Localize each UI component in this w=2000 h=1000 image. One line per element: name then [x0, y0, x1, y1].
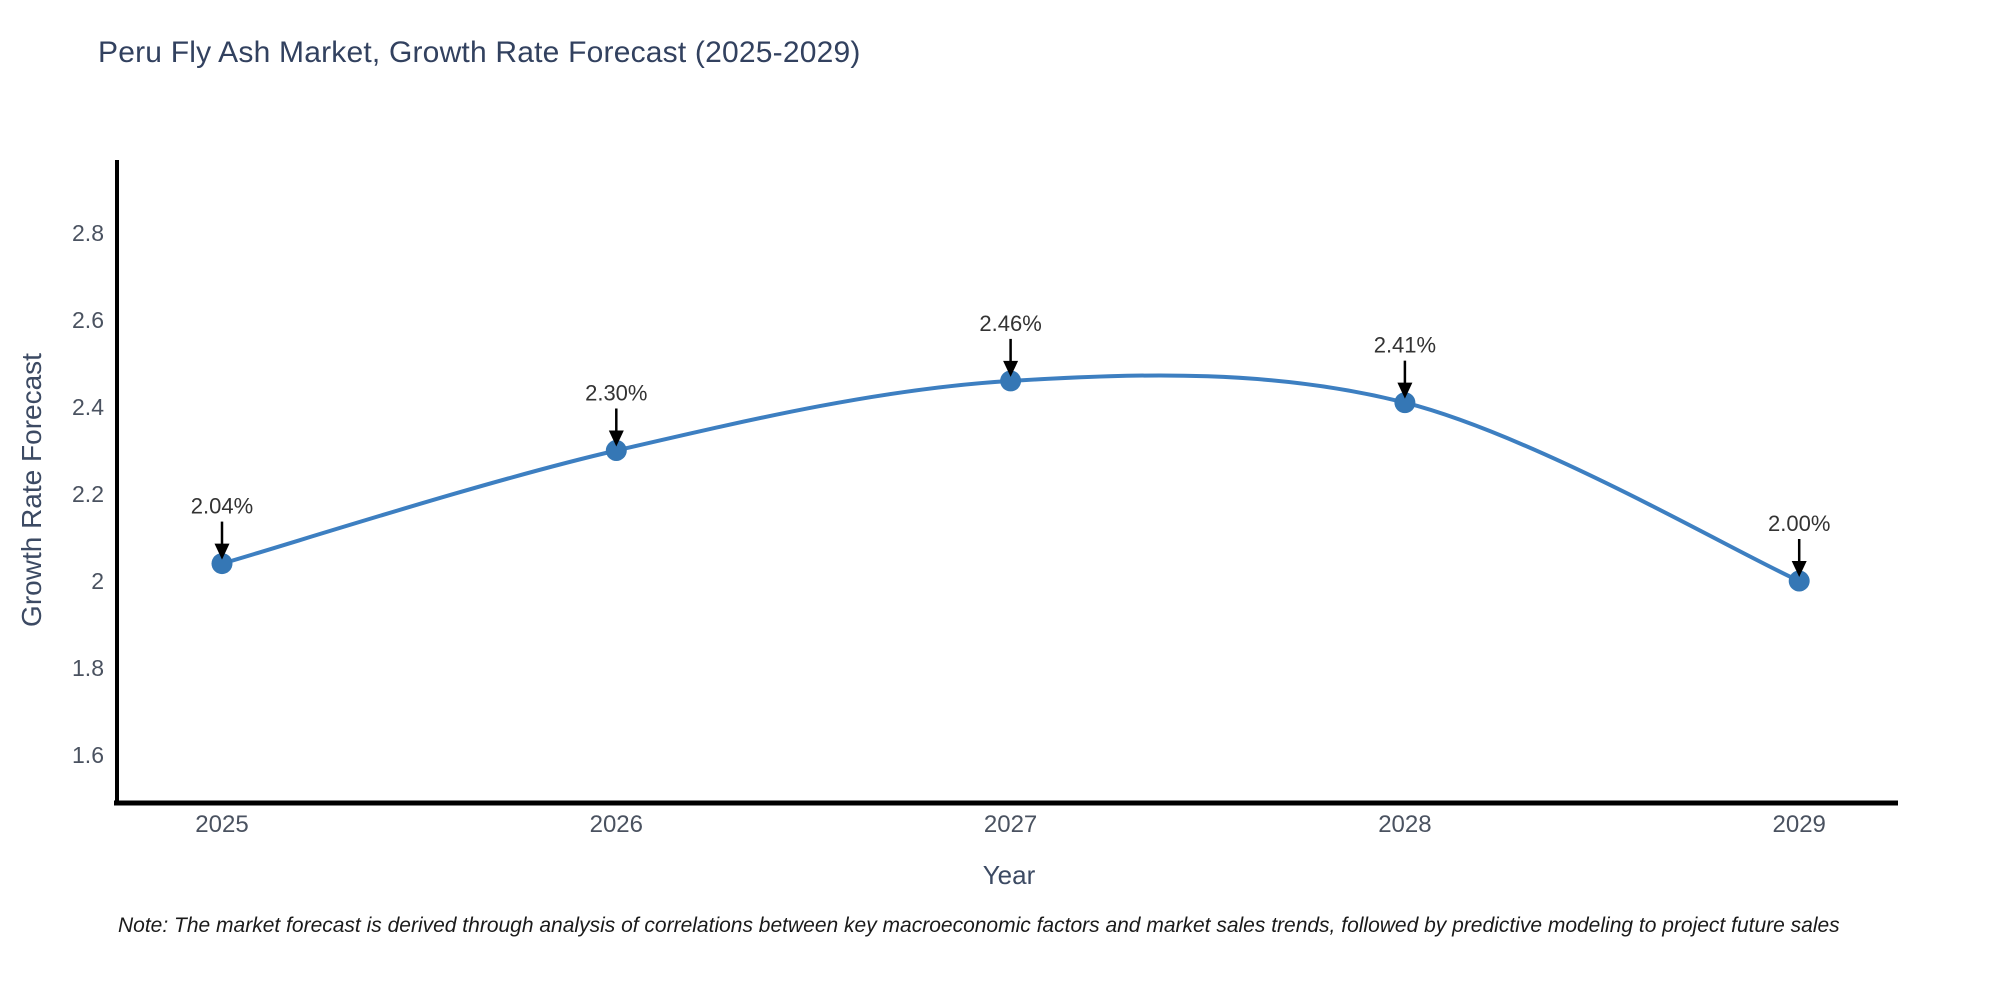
- arrowhead-icon: [608, 430, 624, 447]
- x-tick-label: 2028: [1378, 811, 1431, 838]
- data-point-label: 2.46%: [979, 311, 1041, 336]
- x-tick-label: 2027: [984, 811, 1037, 838]
- y-tick-label: 2.8: [72, 220, 104, 246]
- x-axis-title: Year: [982, 860, 1036, 890]
- y-tick-label: 2.4: [72, 394, 104, 420]
- data-point[interactable]: [211, 553, 233, 575]
- y-tick-label: 1.8: [72, 655, 104, 681]
- arrowhead-icon: [1791, 561, 1807, 577]
- chart-title: Peru Fly Ash Market, Growth Rate Forecas…: [98, 36, 861, 69]
- arrowhead-icon: [214, 543, 230, 560]
- trend-line: [220, 373, 1802, 583]
- y-tick-label: 2.6: [72, 307, 104, 333]
- data-point-label: 2.00%: [1768, 511, 1830, 536]
- x-tick-label: 2029: [1773, 811, 1826, 838]
- y-tick-label: 2.2: [72, 481, 104, 507]
- data-point-label: 2.41%: [1374, 333, 1436, 358]
- data-point[interactable]: [1000, 370, 1022, 392]
- data-point[interactable]: [1788, 570, 1810, 592]
- arrowhead-icon: [1397, 382, 1413, 399]
- arrowhead-icon: [1003, 360, 1019, 377]
- x-tick-label: 2025: [195, 811, 248, 838]
- data-point-label: 2.04%: [191, 494, 253, 519]
- x-tick-label: 2026: [590, 811, 643, 838]
- y-tick-label: 1.6: [72, 742, 104, 768]
- footnote: Note: The market forecast is derived thr…: [118, 914, 1840, 937]
- data-point-label: 2.30%: [585, 381, 647, 406]
- data-point[interactable]: [1394, 392, 1416, 414]
- data-point[interactable]: [605, 440, 627, 461]
- y-tick-label: 2: [91, 568, 104, 594]
